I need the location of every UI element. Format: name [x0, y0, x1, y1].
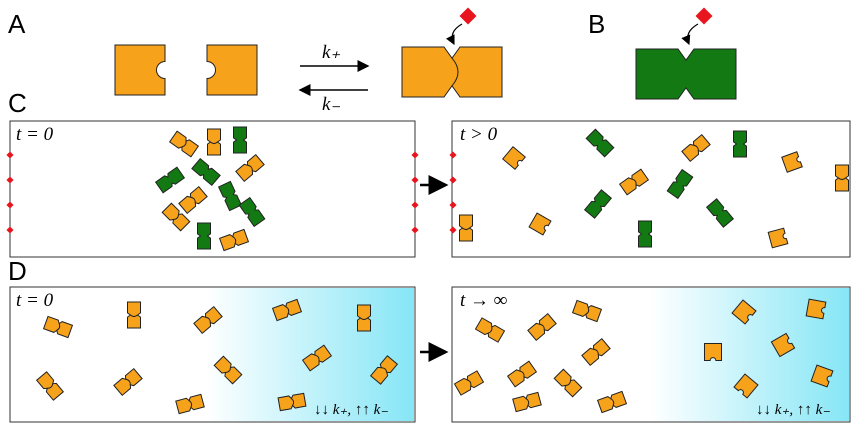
dimer-body — [636, 49, 736, 99]
panel-letter: C — [8, 88, 27, 118]
dimer-body — [402, 47, 502, 97]
time-label: t = 0 — [16, 290, 54, 311]
time-label: t → ∞ — [460, 290, 507, 311]
monomer-body — [115, 45, 165, 95]
monomer — [207, 45, 257, 95]
rate-label: k₋ — [322, 94, 340, 115]
time-label: t = 0 — [16, 124, 54, 145]
monomer — [705, 344, 722, 361]
time-label: t > 0 — [460, 124, 498, 145]
figure: A B C D k₊ k₋ t = 0 t > 0 t = 0 t → ∞ ↓↓… — [0, 0, 852, 424]
dimer — [636, 49, 736, 99]
rate-note: ↓↓ k₊, ↑↑ k₋ — [756, 402, 830, 418]
monomer-body — [207, 45, 257, 95]
panel-letter: A — [8, 9, 26, 39]
ligand — [460, 8, 477, 25]
monomer — [115, 45, 165, 95]
panel-letter: B — [588, 9, 605, 39]
rate-label: k₊ — [322, 42, 340, 63]
panel-letter: D — [8, 256, 27, 286]
bind-arrow — [452, 24, 462, 44]
bind-arrow — [688, 24, 698, 44]
dimer — [402, 47, 502, 97]
monomer-body — [705, 344, 722, 361]
rate-note: ↓↓ k₊, ↑↑ k₋ — [314, 402, 388, 418]
ligand — [696, 8, 713, 25]
